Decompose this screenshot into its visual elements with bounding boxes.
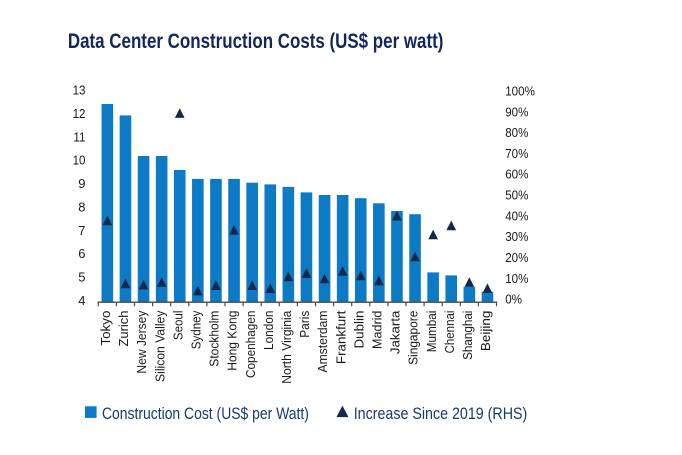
svg-text:Tokyo: Tokyo	[98, 311, 113, 346]
svg-text:12: 12	[73, 106, 86, 121]
svg-text:Silicon Valley: Silicon Valley	[152, 310, 167, 382]
svg-text:Chennai: Chennai	[442, 311, 457, 354]
svg-text:10: 10	[73, 153, 86, 168]
svg-text:100%: 100%	[505, 84, 535, 99]
svg-text:11: 11	[73, 129, 85, 144]
svg-text:6: 6	[78, 246, 85, 261]
svg-text:Dublin: Dublin	[351, 311, 366, 349]
svg-text:Data Center Construction Costs: Data Center Construction Costs (US$ per …	[68, 30, 444, 53]
svg-text:9: 9	[78, 176, 85, 191]
svg-text:Amsterdam: Amsterdam	[315, 311, 330, 373]
svg-text:40%: 40%	[505, 208, 529, 223]
svg-text:0%: 0%	[505, 292, 522, 307]
svg-text:North Virginia: North Virginia	[279, 310, 294, 384]
svg-text:New Jersey: New Jersey	[134, 310, 149, 373]
svg-text:90%: 90%	[505, 104, 529, 119]
svg-text:8: 8	[78, 199, 85, 214]
svg-text:Frankfurt: Frankfurt	[333, 310, 348, 364]
svg-text:London: London	[261, 311, 276, 350]
svg-text:Madrid: Madrid	[369, 311, 384, 349]
svg-text:Stockholm: Stockholm	[207, 311, 222, 367]
svg-text:Copenhagen: Copenhagen	[243, 311, 258, 378]
svg-text:4: 4	[78, 293, 85, 308]
svg-text:Sydney: Sydney	[188, 310, 203, 349]
svg-text:60%: 60%	[505, 167, 529, 182]
svg-text:Beijing: Beijing	[478, 311, 493, 352]
svg-text:Seoul: Seoul	[170, 311, 185, 341]
svg-text:Paris: Paris	[297, 310, 312, 338]
svg-text:20%: 20%	[505, 250, 529, 265]
svg-text:Singapore: Singapore	[406, 311, 421, 365]
svg-text:Increase Since 2019 (RHS): Increase Since 2019 (RHS)	[354, 405, 528, 423]
svg-text:Zurich: Zurich	[116, 311, 131, 347]
svg-text:10%: 10%	[505, 271, 529, 286]
svg-text:Shanghai: Shanghai	[460, 311, 475, 360]
svg-text:Jakarta: Jakarta	[388, 310, 403, 354]
svg-text:5: 5	[78, 270, 85, 285]
svg-text:50%: 50%	[505, 188, 529, 203]
svg-text:13: 13	[73, 83, 86, 98]
svg-text:7: 7	[78, 223, 85, 238]
svg-text:70%: 70%	[505, 146, 529, 161]
svg-text:Mumbai: Mumbai	[424, 311, 439, 353]
svg-text:30%: 30%	[505, 229, 529, 244]
svg-text:Construction Cost (US$ per Wat: Construction Cost (US$ per Watt)	[102, 405, 309, 423]
svg-text:Hong Kong: Hong Kong	[225, 311, 240, 371]
svg-text:80%: 80%	[505, 125, 529, 140]
